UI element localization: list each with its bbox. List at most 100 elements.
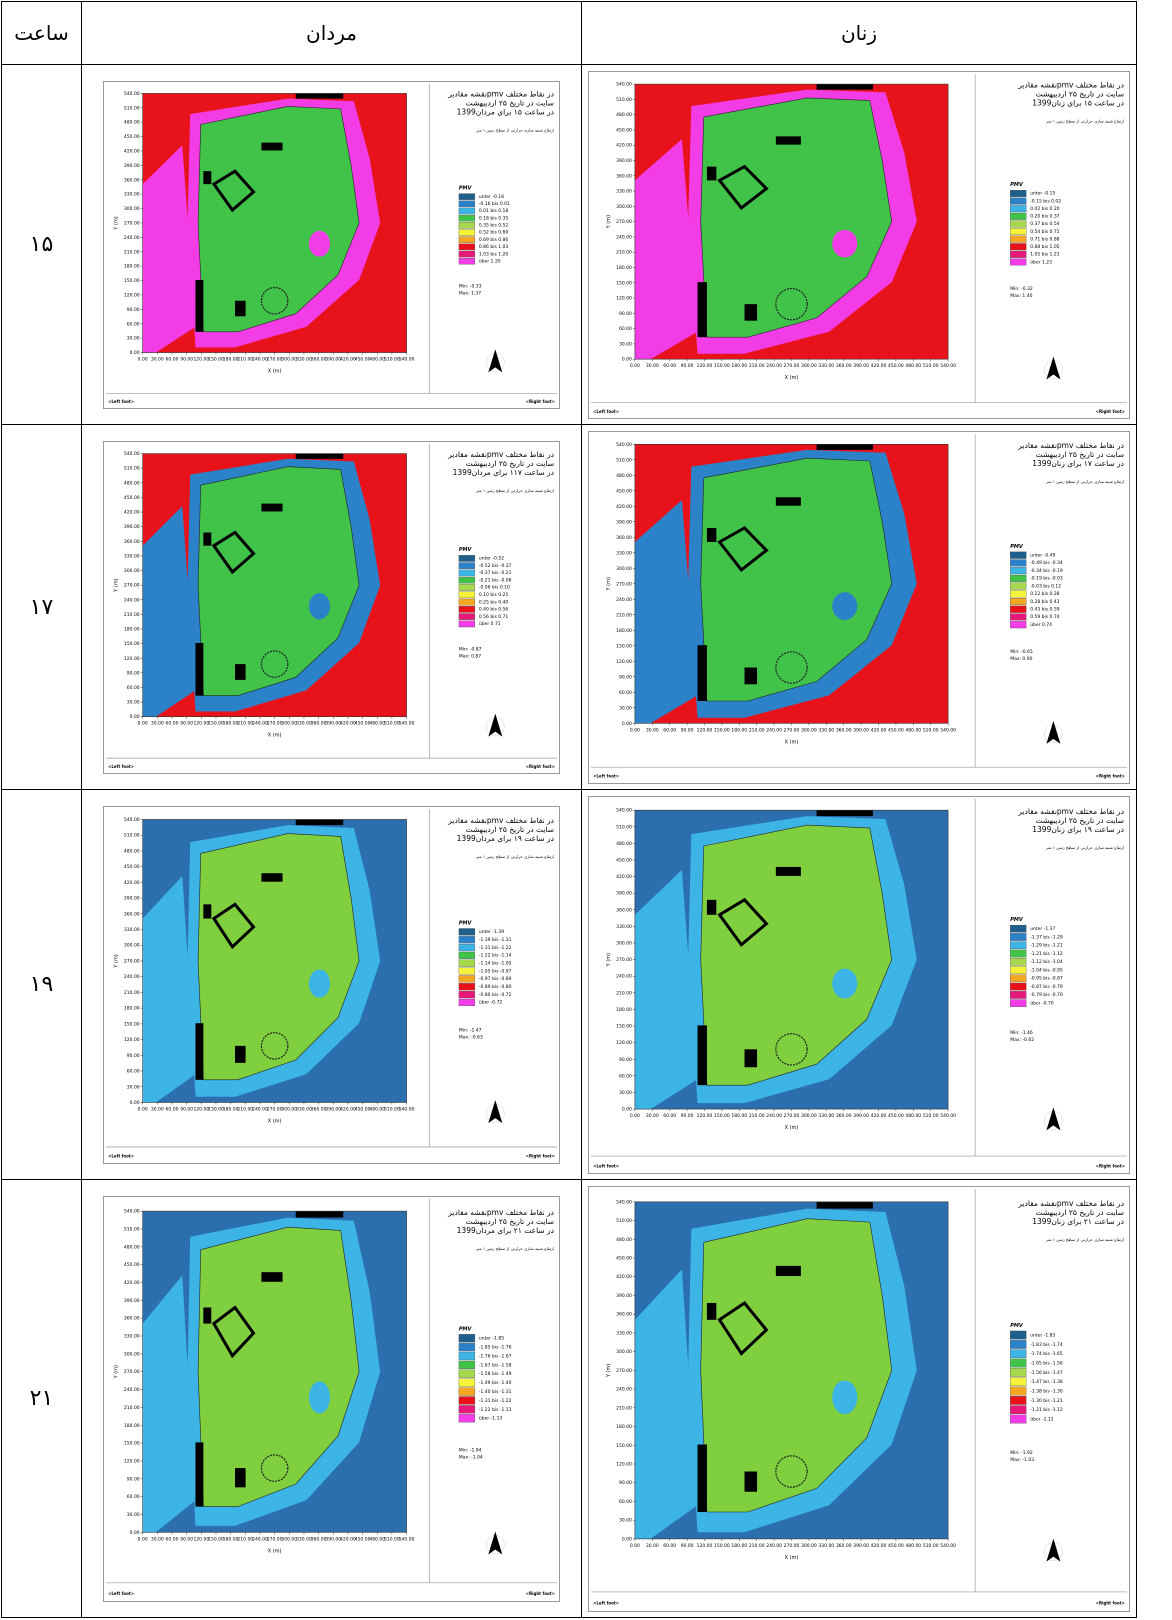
x-tick-label: 120.00 — [697, 363, 713, 369]
legend-swatch — [1010, 228, 1026, 235]
y-tick-label: 180.00 — [616, 627, 632, 633]
y-axis-label: Y (m) — [114, 578, 120, 592]
x-tick-label: 270.00 — [784, 1113, 800, 1119]
x-tick-label: 540.00 — [399, 1536, 415, 1542]
x-axis-label: X (m) — [268, 368, 282, 374]
legend-entry: -0.34 bis -0.19 — [1030, 567, 1063, 573]
legend-swatch — [1010, 613, 1026, 620]
x-tick-label: 60.00 — [166, 1106, 179, 1112]
x-tick-label: 180.00 — [731, 363, 747, 369]
legend-entry: -1.37 bis -1.29 — [1030, 934, 1063, 940]
y-tick-label: 480.00 — [124, 119, 140, 125]
min-value: Min: -0.32 — [1010, 285, 1033, 291]
y-tick-label: 540.00 — [616, 441, 632, 447]
map-building — [195, 1442, 203, 1506]
x-tick-label: 390.00 — [325, 1106, 341, 1112]
x-tick-label: 0.00 — [630, 363, 640, 369]
x-tick-label: 150.00 — [714, 1113, 730, 1119]
map-title: 1399در ساعت ۱۷ برای زنان — [1032, 458, 1124, 467]
x-tick-label: 0.00 — [138, 1106, 148, 1112]
x-tick-label: 360.00 — [836, 363, 852, 369]
legend-swatch — [459, 1405, 475, 1413]
y-tick-label: 60.00 — [127, 321, 140, 327]
y-tick-label: 540.00 — [124, 1208, 140, 1214]
y-tick-label: 30.00 — [619, 1089, 632, 1095]
x-tick-label: 360.00 — [836, 727, 852, 733]
y-tick-label: 60.00 — [127, 1494, 140, 1500]
legend-swatch — [1010, 197, 1026, 204]
y-tick-label: 360.00 — [616, 1311, 632, 1317]
x-tick-label: 360.00 — [311, 1536, 327, 1542]
legend-entry: -1.58 bis -1.49 — [479, 1371, 512, 1377]
y-tick-label: 240.00 — [124, 974, 140, 980]
x-tick-label: 210.00 — [237, 1106, 253, 1112]
pmv-map: 0.000.0030.0030.0060.0060.0090.0090.0012… — [103, 1196, 560, 1602]
legend-entry: 0.59 bis 0.74 — [1030, 614, 1059, 620]
y-tick-label: 0.00 — [130, 350, 140, 356]
x-tick-label: 270.00 — [267, 720, 283, 726]
right-foot: <Right foot> — [526, 764, 555, 769]
map-building — [261, 1272, 282, 1282]
legend-swatch — [459, 215, 475, 221]
y-tick-label: 90.00 — [619, 1056, 632, 1062]
map-building — [235, 1045, 246, 1062]
y-tick-label: 180.00 — [616, 1006, 632, 1012]
y-tick-label: 330.00 — [124, 927, 140, 933]
legend-swatch — [459, 998, 475, 1005]
y-tick-label: 330.00 — [616, 923, 632, 929]
x-tick-label: 90.00 — [681, 363, 694, 369]
y-tick-label: 300.00 — [616, 940, 632, 946]
map-title: 1399در ساعت ۲۱ برای زنان — [1032, 1217, 1124, 1226]
map-building — [195, 643, 203, 696]
x-tick-label: 180.00 — [223, 356, 239, 362]
y-tick-label: 510.00 — [616, 96, 632, 102]
map-building — [235, 300, 246, 316]
map-pond — [832, 968, 857, 998]
y-tick-label: 330.00 — [124, 191, 140, 197]
x-tick-label: 0.00 — [138, 1536, 148, 1542]
map-building — [698, 282, 707, 337]
legend-entry: 0.28 bis 0.43 — [1030, 598, 1059, 604]
legend-swatch — [459, 620, 475, 626]
x-tick-label: 150.00 — [714, 363, 730, 369]
legend-swatch — [459, 944, 475, 951]
x-tick-label: 180.00 — [731, 727, 747, 733]
legend-swatch — [1010, 991, 1026, 998]
y-tick-label: 330.00 — [616, 550, 632, 556]
hour-cell: ۱۹ — [2, 790, 82, 1180]
legend-entry: unter -0.49 — [1030, 552, 1055, 558]
x-tick-label: 360.00 — [836, 1542, 852, 1548]
y-tick-label: 480.00 — [616, 1236, 632, 1242]
y-tick-label: 180.00 — [124, 626, 140, 632]
map-subtitle: ارتفاع شبیه سازی حرارتی از سطح زمین ۱ مت… — [1045, 1237, 1124, 1242]
map-title: نقشه مقادیرpmv در نقاط مختلف — [447, 89, 554, 98]
legend-entry: -1.04 bis -0.95 — [1030, 967, 1063, 973]
x-tick-label: 90.00 — [180, 1106, 193, 1112]
y-tick-label: 270.00 — [616, 581, 632, 587]
x-tick-label: 450.00 — [888, 727, 904, 733]
legend-swatch — [1010, 958, 1026, 965]
map-title: 1399در ساعت ۱۱۷ برای مردان — [453, 467, 554, 476]
legend-swatch — [459, 250, 475, 256]
x-tick-label: 30.00 — [151, 1536, 164, 1542]
legend-swatch — [1010, 213, 1026, 220]
y-tick-label: 330.00 — [124, 553, 140, 559]
map-pond — [832, 229, 857, 257]
x-tick-label: 420.00 — [340, 720, 356, 726]
y-tick-label: 210.00 — [124, 989, 140, 995]
map-title: 1399در ساعت ۱۵ برای مردان — [457, 107, 554, 116]
y-tick-label: 270.00 — [124, 220, 140, 226]
x-tick-label: 240.00 — [766, 727, 782, 733]
x-tick-label: 390.00 — [325, 720, 341, 726]
map-building — [776, 1265, 801, 1275]
legend-swatch — [459, 1396, 475, 1404]
men-cell: 0.000.0030.0030.0060.0060.0090.0090.0012… — [82, 1180, 582, 1618]
map-building — [707, 527, 716, 541]
legend-swatch — [1010, 1396, 1026, 1404]
legend-entry: 0.43 bis 0.59 — [1030, 606, 1059, 612]
legend-entry: -1.30 bis -1.21 — [1030, 1397, 1063, 1403]
right-foot: <Right foot> — [526, 399, 555, 404]
y-tick-label: 240.00 — [616, 973, 632, 979]
x-tick-label: 450.00 — [888, 1113, 904, 1119]
legend-swatch — [1010, 925, 1026, 932]
